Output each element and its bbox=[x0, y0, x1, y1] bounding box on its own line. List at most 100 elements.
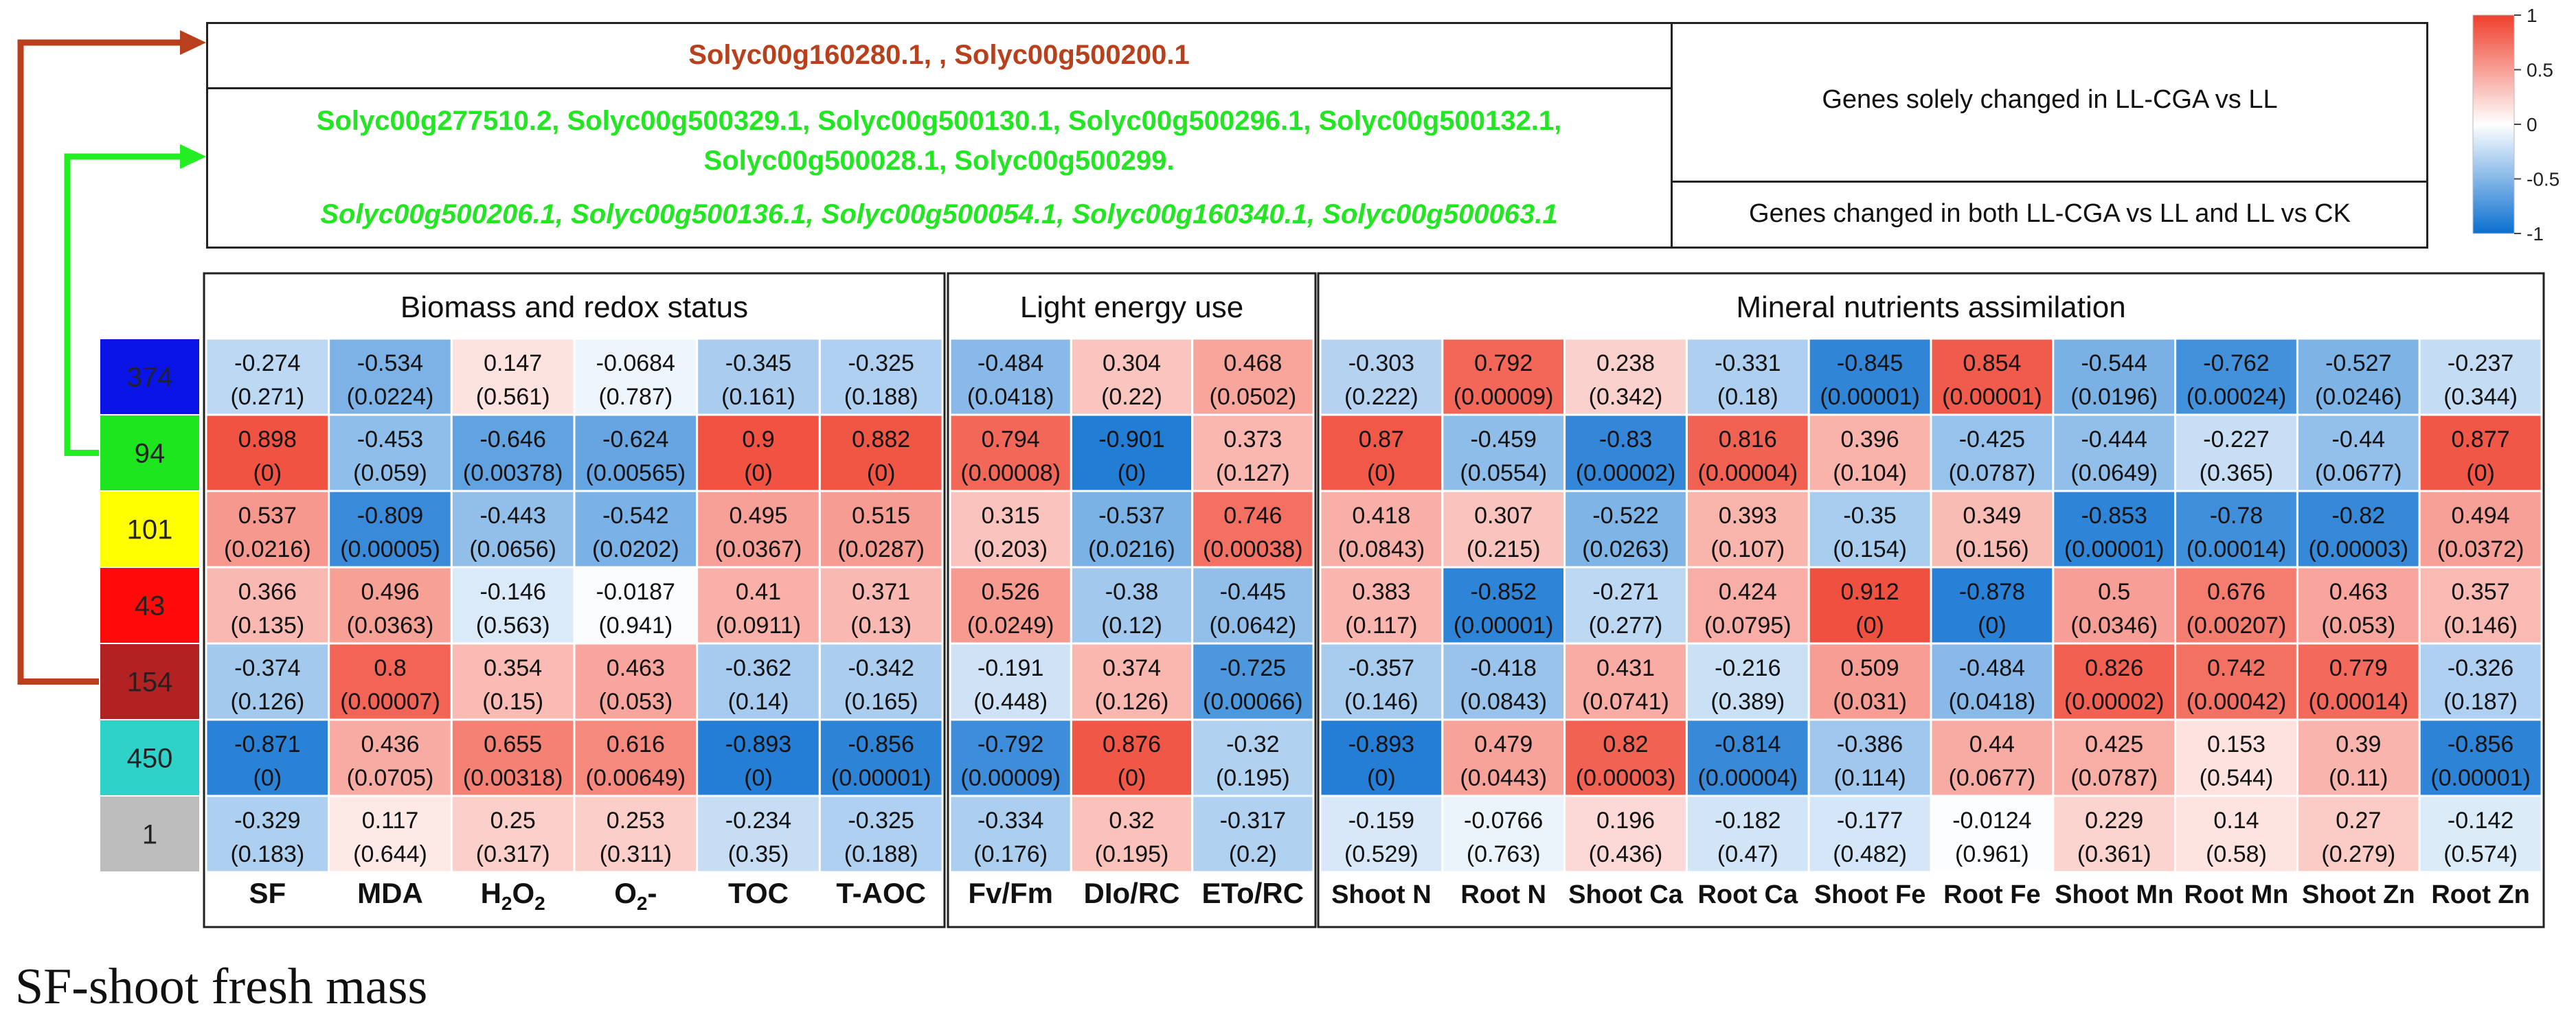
cell-value: 0.676 bbox=[2207, 579, 2266, 605]
cell-pvalue: (0.11) bbox=[2329, 765, 2388, 791]
cell-pvalue: (0.0372) bbox=[2437, 536, 2524, 562]
cell-value: -0.762 bbox=[2203, 350, 2269, 376]
heatmap-cell bbox=[1070, 642, 1194, 721]
cell-pvalue: (0.0346) bbox=[2070, 613, 2158, 639]
cell-value: 0.418 bbox=[1352, 503, 1410, 529]
cell-pvalue: (0.0741) bbox=[1582, 689, 1669, 715]
heatmap-cell bbox=[2052, 718, 2177, 797]
heatmap-cell bbox=[818, 490, 944, 569]
cell-pvalue: (0.961) bbox=[1955, 841, 2029, 867]
heatmap-cell bbox=[1807, 490, 1932, 569]
heatmap-cell bbox=[1930, 337, 2055, 416]
heatmap-cell bbox=[1563, 795, 1688, 873]
heatmap-cell bbox=[1070, 795, 1194, 873]
cell-value: 0.366 bbox=[238, 579, 297, 605]
gene-list-divider-vertical bbox=[1671, 22, 1673, 249]
cell-value: -0.334 bbox=[978, 808, 1043, 834]
cell-value: -0.484 bbox=[1959, 655, 2025, 681]
cell-pvalue: (0.0795) bbox=[1704, 613, 1792, 639]
module-arrows bbox=[17, 30, 206, 685]
cell-pvalue: (0.00005) bbox=[340, 536, 440, 562]
cell-value: 0.82 bbox=[1603, 731, 1648, 757]
heatmap-cell bbox=[1930, 718, 2055, 797]
cell-pvalue: (0.00207) bbox=[2187, 613, 2287, 639]
cell-pvalue: (0.311) bbox=[600, 841, 672, 867]
cell-value: -0.522 bbox=[1592, 503, 1658, 529]
cell-pvalue: (0.053) bbox=[2321, 613, 2395, 639]
cell-pvalue: (0.15) bbox=[482, 689, 543, 715]
column-label: T-AOC bbox=[836, 877, 926, 909]
cell-value: -0.237 bbox=[2448, 350, 2513, 376]
heatmap-cell bbox=[1191, 337, 1315, 416]
cell-value: 0.515 bbox=[852, 503, 910, 529]
cell-pvalue: (0.031) bbox=[1833, 689, 1907, 715]
colorbar-tick-label: 0 bbox=[2527, 114, 2538, 135]
cell-pvalue: (0.00003) bbox=[1576, 765, 1676, 791]
cell-pvalue: (0.00003) bbox=[2309, 536, 2409, 562]
cell-pvalue: (0) bbox=[1118, 460, 1146, 486]
heatmap-cell bbox=[949, 337, 1072, 416]
heatmap-cell bbox=[1319, 795, 1444, 873]
module-swatch bbox=[99, 795, 201, 873]
cell-pvalue: (0.0263) bbox=[1582, 536, 1669, 562]
cell-pvalue: (0.00001) bbox=[2430, 765, 2531, 791]
cell-pvalue: (0.0787) bbox=[1949, 460, 2036, 486]
column-label: Shoot N bbox=[1331, 880, 1432, 909]
cell-value: -0.317 bbox=[1220, 808, 1286, 834]
heatmap-cell bbox=[696, 718, 821, 797]
heatmap-cell bbox=[818, 718, 944, 797]
cell-pvalue: (0.344) bbox=[2443, 384, 2518, 410]
cell-value: -0.453 bbox=[357, 426, 423, 453]
cell-pvalue: (0.22) bbox=[1101, 384, 1162, 410]
cell-pvalue: (0.00649) bbox=[586, 765, 686, 791]
cell-pvalue: (0.563) bbox=[476, 613, 550, 639]
genes-both: Solyc00g500206.1, Solyc00g500136.1, Soly… bbox=[320, 199, 1558, 229]
cell-value: 0.147 bbox=[484, 350, 542, 376]
cell-pvalue: (0.00009) bbox=[1454, 384, 1554, 410]
cell-pvalue: (0.0677) bbox=[1949, 765, 2036, 791]
cell-pvalue: (0) bbox=[253, 765, 282, 791]
group-frame bbox=[203, 272, 946, 928]
cell-value: -0.0187 bbox=[596, 579, 675, 605]
cell-value: -0.0766 bbox=[1464, 808, 1543, 834]
group-title: Light energy use bbox=[1020, 290, 1243, 324]
cell-value: 0.374 bbox=[1103, 655, 1161, 681]
cell-value: 0.25 bbox=[490, 808, 536, 834]
cell-value: 0.373 bbox=[1223, 426, 1282, 453]
cell-value: -0.443 bbox=[479, 503, 545, 529]
heatmap-cell bbox=[1441, 795, 1566, 873]
heatmap-cell bbox=[818, 337, 944, 416]
heatmap-cell bbox=[2052, 413, 2177, 492]
colorbar-tick-label: 0.5 bbox=[2527, 60, 2553, 81]
cell-pvalue: (0.195) bbox=[1095, 841, 1169, 867]
cell-pvalue: (0.0418) bbox=[1949, 689, 2036, 715]
heatmap-cell bbox=[1930, 490, 2055, 569]
cell-value: -0.329 bbox=[234, 808, 300, 834]
column-label: Root N bbox=[1460, 880, 1546, 909]
cell-value: 0.8 bbox=[374, 655, 406, 681]
heatmap-cell bbox=[1070, 718, 1194, 797]
column-label: Shoot Fe bbox=[1814, 880, 1926, 909]
cell-pvalue: (0.279) bbox=[2321, 841, 2395, 867]
cell-value: 0.468 bbox=[1223, 350, 1282, 376]
cell-value: -0.444 bbox=[2081, 426, 2147, 453]
column-label: Root Fe bbox=[1943, 880, 2040, 909]
colorbar-gradient bbox=[2472, 14, 2515, 234]
cell-pvalue: (0.271) bbox=[230, 384, 304, 410]
cell-value: 0.616 bbox=[607, 731, 665, 757]
column-label: O2- bbox=[614, 877, 657, 914]
column-label: H2O2 bbox=[481, 877, 545, 914]
cell-value: 0.746 bbox=[1223, 503, 1282, 529]
cell-value: -0.792 bbox=[978, 731, 1043, 757]
cell-value: -0.852 bbox=[1470, 579, 1536, 605]
module-label: 101 bbox=[127, 515, 173, 545]
heatmap-cell bbox=[328, 566, 453, 645]
cell-pvalue: (0.00565) bbox=[586, 460, 686, 486]
heatmap-cell bbox=[328, 413, 453, 492]
cell-pvalue: (0.00024) bbox=[2187, 384, 2287, 410]
label-genes-solely: Genes solely changed in LL-CGA vs LL bbox=[1822, 85, 2278, 114]
cell-value: 0.526 bbox=[982, 579, 1040, 605]
cell-value: -0.484 bbox=[978, 350, 1043, 376]
colorbar-tick-label: 1 bbox=[2527, 5, 2538, 26]
cell-pvalue: (0.482) bbox=[1833, 841, 1907, 867]
